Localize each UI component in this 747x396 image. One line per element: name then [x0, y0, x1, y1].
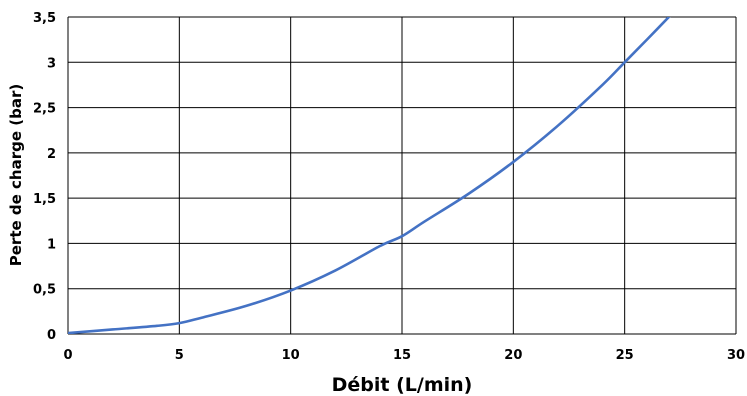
y-tick-label: 0 — [47, 328, 56, 343]
grid — [67, 16, 737, 335]
x-tick-labels: 0 5 10 15 20 25 30 — [63, 348, 745, 363]
x-tick-label: 10 — [282, 348, 300, 363]
y-tick-label: 2,5 — [33, 102, 56, 117]
y-tick-label: 3 — [47, 56, 56, 71]
x-tick-label: 5 — [175, 348, 184, 363]
x-tick-label: 15 — [393, 348, 411, 363]
y-tick-labels: 0 0,5 1 1,5 2 2,5 3 3,5 — [33, 11, 56, 343]
y-tick-label: 1,5 — [33, 192, 56, 207]
y-tick-label: 1 — [47, 237, 56, 252]
y-tick-label: 2 — [47, 147, 56, 162]
x-axis-title: Débit (L/min) — [332, 374, 473, 396]
x-tick-label: 20 — [504, 348, 522, 363]
y-axis-title: Perte de charge (bar) — [7, 84, 25, 266]
x-tick-label: 0 — [63, 348, 72, 363]
y-tick-label: 0,5 — [33, 283, 56, 298]
x-tick-label: 25 — [616, 348, 634, 363]
x-tick-label: 30 — [727, 348, 745, 363]
y-tick-label: 3,5 — [33, 11, 56, 26]
series-line — [68, 17, 671, 334]
